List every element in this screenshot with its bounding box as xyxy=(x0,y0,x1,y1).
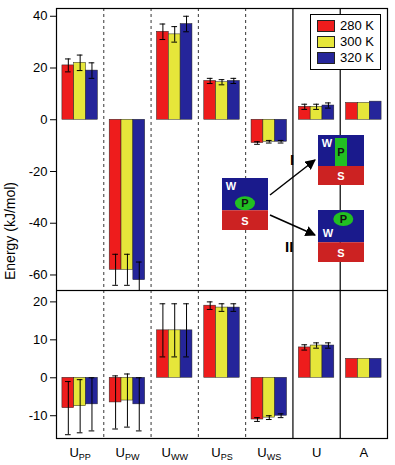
svg-text:II: II xyxy=(285,238,293,255)
svg-text:UPP: UPP xyxy=(69,445,90,462)
svg-text:0: 0 xyxy=(40,112,47,127)
html-text:320 K: 320 K xyxy=(340,50,374,65)
svg-text:-60: -60 xyxy=(29,267,48,282)
svg-text:S: S xyxy=(241,215,248,227)
svg-text:-10: -10 xyxy=(29,408,48,423)
svg-text:Energy (kJ/mol): Energy (kJ/mol) xyxy=(2,182,18,280)
svg-text:P: P xyxy=(337,146,344,158)
svg-text:0: 0 xyxy=(40,370,47,385)
svg-text:W: W xyxy=(323,227,334,239)
svg-text:P: P xyxy=(241,197,248,209)
svg-text:20: 20 xyxy=(33,60,47,75)
svg-text:UWW: UWW xyxy=(162,445,189,462)
svg-text:20: 20 xyxy=(33,294,47,309)
svg-text:P: P xyxy=(340,213,347,225)
html-text:280 K: 280 K xyxy=(340,18,374,33)
svg-text:W: W xyxy=(226,180,237,192)
svg-text:-40: -40 xyxy=(29,215,48,230)
svg-text:UWS: UWS xyxy=(257,445,281,462)
html-text:300 K: 300 K xyxy=(340,34,374,49)
svg-text:A: A xyxy=(360,445,369,460)
svg-text:10: 10 xyxy=(33,332,47,347)
svg-text:S: S xyxy=(337,247,344,259)
svg-text:40: 40 xyxy=(33,8,47,23)
svg-text:W: W xyxy=(322,137,333,149)
svg-text:U: U xyxy=(312,445,321,460)
svg-text:UPW: UPW xyxy=(115,445,139,462)
svg-text:-20: -20 xyxy=(29,164,48,179)
svg-text:S: S xyxy=(337,170,344,182)
svg-text:I: I xyxy=(290,151,294,168)
svg-text:UPS: UPS xyxy=(211,445,232,462)
